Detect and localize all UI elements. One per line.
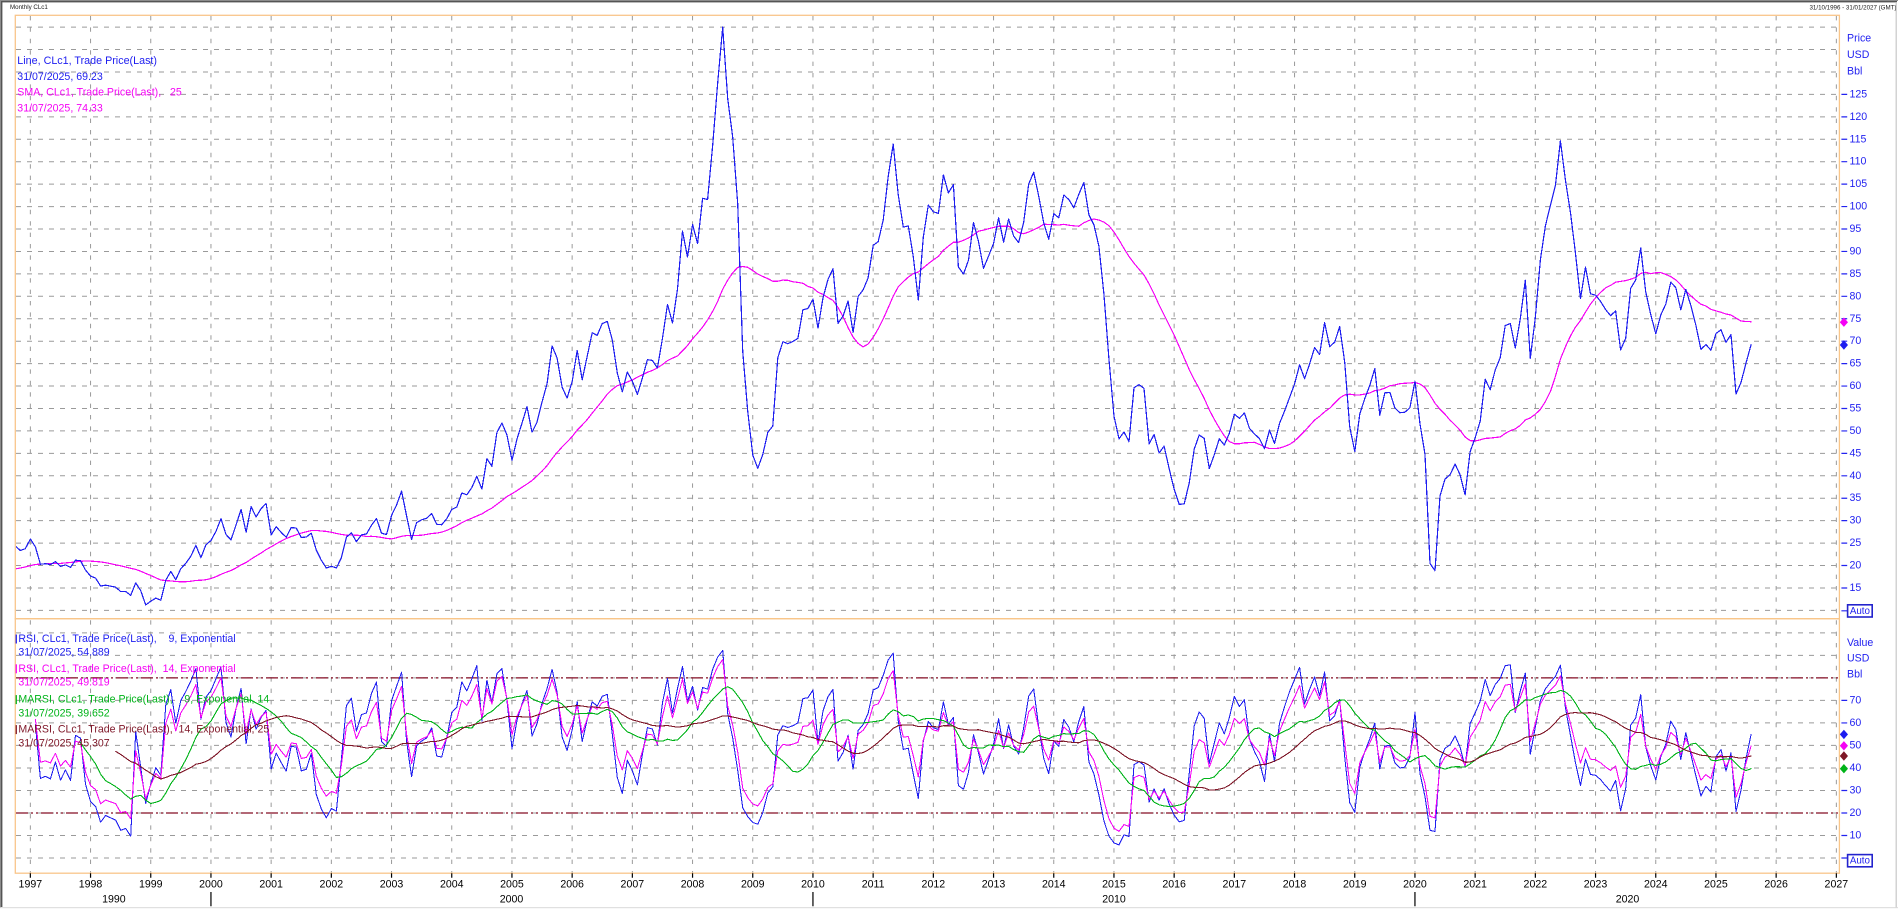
- svg-text:90: 90: [1850, 245, 1862, 257]
- svg-text:2017: 2017: [1223, 879, 1247, 891]
- svg-text:31/07/2025, 54.889: 31/07/2025, 54.889: [18, 646, 109, 658]
- svg-text:2002: 2002: [320, 879, 344, 891]
- svg-text:30: 30: [1850, 784, 1862, 796]
- svg-text:70: 70: [1850, 694, 1862, 706]
- svg-text:RSI, CLc1, Trade Price(Last),: RSI, CLc1, Trade Price(Last), 14, Expone…: [18, 663, 235, 675]
- svg-text:1999: 1999: [139, 879, 163, 891]
- svg-text:50: 50: [1850, 425, 1862, 437]
- svg-text:2015: 2015: [1102, 879, 1126, 891]
- svg-text:2019: 2019: [1343, 879, 1367, 891]
- svg-text:Auto: Auto: [1850, 606, 1871, 617]
- svg-text:31/07/2025, 39.652: 31/07/2025, 39.652: [18, 707, 109, 719]
- svg-text:15: 15: [1850, 582, 1862, 594]
- svg-text:2012: 2012: [922, 879, 946, 891]
- svg-text:Price: Price: [1847, 33, 1871, 45]
- svg-text:2014: 2014: [1042, 879, 1066, 891]
- svg-text:2025: 2025: [1704, 879, 1728, 891]
- svg-text:31/07/2025, 45.307: 31/07/2025, 45.307: [18, 738, 109, 750]
- svg-text:2026: 2026: [1764, 879, 1788, 891]
- svg-text:SMA, CLc1, Trade Price(Last),: SMA, CLc1, Trade Price(Last), 25: [17, 87, 182, 99]
- svg-text:105: 105: [1850, 178, 1868, 190]
- svg-text:40: 40: [1850, 470, 1862, 482]
- svg-text:50: 50: [1850, 739, 1862, 751]
- svg-text:1998: 1998: [79, 879, 103, 891]
- svg-text:40: 40: [1850, 762, 1862, 774]
- svg-text:60: 60: [1850, 380, 1862, 392]
- svg-text:25: 25: [1850, 537, 1862, 549]
- svg-text:20: 20: [1850, 807, 1862, 819]
- svg-text:Value: Value: [1847, 637, 1873, 649]
- svg-text:2022: 2022: [1524, 879, 1548, 891]
- svg-text:1990: 1990: [102, 893, 126, 905]
- svg-text:85: 85: [1850, 268, 1862, 280]
- svg-text:125: 125: [1850, 88, 1868, 100]
- svg-text:2018: 2018: [1283, 879, 1307, 891]
- svg-text:120: 120: [1850, 111, 1868, 123]
- svg-text:75: 75: [1850, 313, 1862, 325]
- svg-text:2001: 2001: [259, 879, 283, 891]
- svg-text:Bbl: Bbl: [1847, 65, 1862, 77]
- svg-text:MARSI, CLc1, Trade Price(Last): MARSI, CLc1, Trade Price(Last), 9, Expon…: [18, 694, 269, 706]
- svg-text:2020: 2020: [1616, 893, 1640, 905]
- svg-text:60: 60: [1850, 717, 1862, 729]
- svg-text:2010: 2010: [801, 879, 825, 891]
- svg-text:2024: 2024: [1644, 879, 1668, 891]
- svg-text:MARSI, CLc1, Trade Price(Last): MARSI, CLc1, Trade Price(Last), 14, Expo…: [18, 724, 269, 736]
- svg-text:2021: 2021: [1463, 879, 1487, 891]
- svg-text:RSI, CLc1, Trade Price(Last),: RSI, CLc1, Trade Price(Last), 9, Exponen…: [18, 633, 235, 645]
- svg-text:30: 30: [1850, 515, 1862, 527]
- svg-text:2020: 2020: [1403, 879, 1427, 891]
- svg-text:80: 80: [1850, 290, 1862, 302]
- svg-text:2007: 2007: [621, 879, 645, 891]
- svg-text:45: 45: [1850, 447, 1862, 459]
- svg-text:31/07/2025, 49.819: 31/07/2025, 49.819: [18, 677, 109, 689]
- svg-text:10: 10: [1850, 830, 1862, 842]
- svg-text:31/07/2025, 69.23: 31/07/2025, 69.23: [17, 71, 103, 83]
- svg-text:2000: 2000: [500, 893, 524, 905]
- svg-text:2023: 2023: [1584, 879, 1608, 891]
- svg-text:2027: 2027: [1825, 879, 1849, 891]
- svg-text:70: 70: [1850, 335, 1862, 347]
- svg-text:Auto: Auto: [1850, 856, 1871, 867]
- svg-text:100: 100: [1850, 201, 1868, 213]
- svg-text:2010: 2010: [1102, 893, 1126, 905]
- svg-text:31/07/2025, 74.33: 31/07/2025, 74.33: [17, 103, 103, 115]
- svg-text:2003: 2003: [380, 879, 404, 891]
- svg-text:2016: 2016: [1162, 879, 1186, 891]
- svg-text:Line, CLc1, Trade Price(Last): Line, CLc1, Trade Price(Last): [17, 55, 157, 67]
- svg-text:65: 65: [1850, 358, 1862, 370]
- svg-text:2008: 2008: [681, 879, 705, 891]
- svg-text:USD: USD: [1847, 653, 1870, 665]
- svg-text:115: 115: [1850, 133, 1867, 145]
- svg-text:2005: 2005: [500, 879, 524, 891]
- svg-text:55: 55: [1850, 402, 1862, 414]
- svg-text:20: 20: [1850, 560, 1862, 572]
- svg-text:110: 110: [1850, 156, 1867, 168]
- svg-text:1997: 1997: [19, 879, 43, 891]
- svg-text:Bbl: Bbl: [1847, 669, 1862, 681]
- svg-text:95: 95: [1850, 223, 1862, 235]
- svg-text:Monthly CLc1: Monthly CLc1: [10, 4, 48, 11]
- svg-text:2011: 2011: [862, 879, 885, 891]
- svg-text:35: 35: [1850, 492, 1862, 504]
- svg-text:USD: USD: [1847, 49, 1870, 61]
- svg-text:2000: 2000: [199, 879, 223, 891]
- svg-text:31/10/1996 - 31/01/2027 (GMT): 31/10/1996 - 31/01/2027 (GMT): [1809, 5, 1896, 12]
- svg-text:2013: 2013: [982, 879, 1006, 891]
- svg-text:2004: 2004: [440, 879, 464, 891]
- svg-text:2006: 2006: [560, 879, 584, 891]
- svg-text:2009: 2009: [741, 879, 765, 891]
